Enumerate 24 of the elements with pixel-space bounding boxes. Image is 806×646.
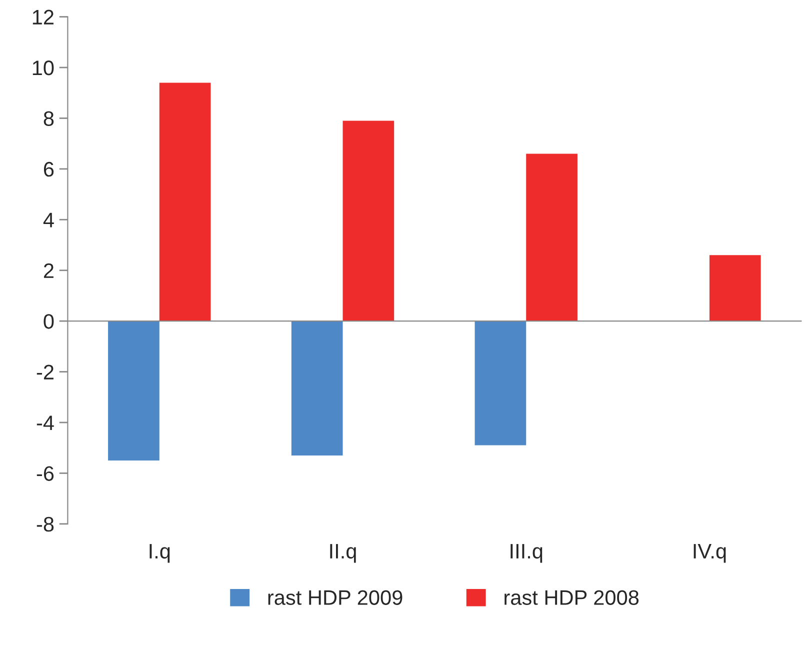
legend-label: rast HDP 2009 — [268, 590, 402, 605]
legend-label: rast HDP 2008 — [504, 590, 639, 605]
y-tick-label: -4 — [36, 416, 54, 430]
bar — [526, 154, 578, 322]
y-tick-label: 2 — [44, 263, 54, 278]
x-tick-label: I.q — [150, 544, 170, 563]
x-tick-label: III.q — [510, 544, 542, 563]
x-tick-label: II.q — [330, 544, 356, 563]
bar — [108, 321, 160, 461]
y-tick-label: 4 — [43, 212, 54, 228]
bar — [709, 255, 761, 322]
y-tick-label: 10 — [32, 60, 54, 76]
y-tick-label: -8 — [36, 516, 54, 532]
bar — [291, 321, 343, 456]
y-tick-label: 8 — [44, 111, 54, 126]
y-tick-label: -2 — [36, 364, 54, 380]
x-tick-label: IV.q — [694, 544, 726, 563]
y-tick-label: 6 — [44, 162, 54, 177]
y-tick-label: 0 — [44, 314, 54, 329]
y-tick-label: -6 — [36, 466, 54, 481]
bar — [474, 321, 526, 446]
bar — [342, 120, 394, 322]
y-tick-label: 12 — [32, 10, 54, 24]
bar — [159, 82, 211, 322]
